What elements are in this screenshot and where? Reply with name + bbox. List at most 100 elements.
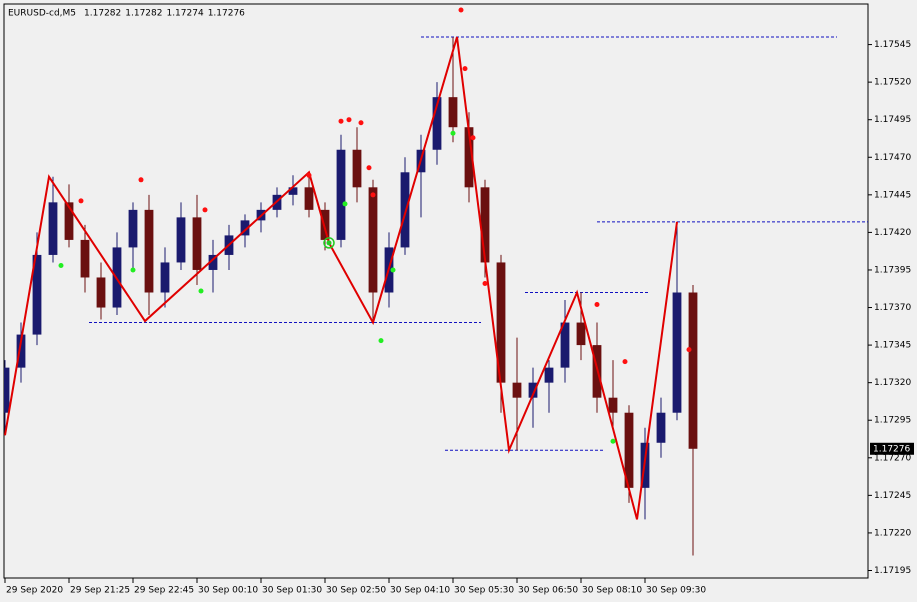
x-tick-label: 30 Sep 06:50 bbox=[518, 586, 578, 596]
y-tick-label: 1.17545 bbox=[874, 40, 911, 50]
symbol-title: EURUSD-cd,M5 bbox=[8, 9, 76, 19]
up-dots bbox=[130, 267, 136, 273]
x-tick-label: 30 Sep 09:30 bbox=[646, 586, 706, 596]
y-tick-label: 1.17370 bbox=[874, 303, 911, 313]
candle-body bbox=[688, 292, 698, 449]
candle-body bbox=[192, 217, 202, 270]
candle-body bbox=[32, 254, 42, 335]
candle-body bbox=[656, 412, 666, 443]
candle-body bbox=[368, 187, 378, 293]
plot-layer bbox=[4, 7, 868, 556]
y-tick-label: 1.17445 bbox=[874, 190, 911, 200]
down-dots bbox=[202, 207, 208, 213]
candle-body bbox=[432, 97, 442, 150]
down-dots bbox=[78, 198, 84, 204]
down-dots bbox=[138, 177, 144, 183]
down-dots bbox=[366, 165, 372, 171]
down-dots bbox=[482, 280, 488, 286]
up-dots bbox=[198, 288, 204, 294]
y-tick-label: 1.17245 bbox=[874, 491, 911, 501]
candle-body bbox=[128, 209, 138, 248]
candle-body bbox=[448, 97, 458, 128]
x-tick-label: 29 Sep 22:45 bbox=[134, 586, 194, 596]
x-tick-label: 30 Sep 04:10 bbox=[390, 586, 450, 596]
header-value: 1.17282 bbox=[125, 9, 162, 19]
y-tick-label: 1.17195 bbox=[874, 566, 911, 576]
y-tick-label: 1.17270 bbox=[874, 453, 911, 463]
candle-body bbox=[208, 254, 218, 270]
y-tick-label: 1.17220 bbox=[874, 528, 911, 538]
candle-body bbox=[160, 262, 170, 293]
header-value: 1.17274 bbox=[166, 9, 203, 19]
candle-body bbox=[64, 202, 74, 240]
x-tick-label: 30 Sep 05:30 bbox=[454, 586, 514, 596]
plot-area bbox=[3, 3, 869, 579]
candle-body bbox=[496, 262, 506, 383]
zigzag-line bbox=[4, 36, 678, 520]
candle-body bbox=[240, 220, 250, 236]
candle-body bbox=[560, 322, 570, 368]
up-dots bbox=[450, 130, 456, 136]
last-price-label: 1.17276 bbox=[873, 444, 910, 454]
candle-body bbox=[80, 239, 90, 278]
candle-body bbox=[528, 382, 538, 398]
down-dots bbox=[470, 135, 476, 141]
down-dots bbox=[358, 120, 364, 126]
x-tick-label: 29 Sep 2020 bbox=[6, 586, 63, 596]
up-dots bbox=[390, 267, 396, 273]
signal-marker-core bbox=[326, 240, 332, 246]
signal-marker bbox=[323, 237, 335, 249]
down-dots bbox=[346, 117, 352, 123]
candle-body bbox=[512, 382, 522, 398]
candle-body bbox=[96, 277, 106, 308]
candle-body bbox=[400, 172, 410, 248]
candle-body bbox=[352, 149, 362, 188]
y-tick-label: 1.17320 bbox=[874, 378, 911, 388]
y-tick-label: 1.17520 bbox=[874, 78, 911, 88]
y-tick-label: 1.17420 bbox=[874, 228, 911, 238]
y-tick-label: 1.17495 bbox=[874, 115, 911, 125]
candle-body bbox=[608, 397, 618, 413]
down-dots bbox=[594, 302, 600, 308]
up-dots bbox=[342, 201, 348, 207]
header-value: 1.17282 bbox=[84, 9, 121, 19]
up-dots bbox=[610, 438, 616, 444]
y-tick-label: 1.17345 bbox=[874, 341, 911, 351]
y-tick-label: 1.17470 bbox=[874, 153, 911, 163]
up-dots bbox=[58, 262, 64, 268]
up-dots bbox=[378, 338, 384, 344]
y-tick-label: 1.17395 bbox=[874, 265, 911, 275]
x-tick-label: 29 Sep 21:25 bbox=[70, 586, 130, 596]
down-dots bbox=[686, 347, 692, 353]
down-dots bbox=[462, 66, 468, 72]
candle-body bbox=[144, 209, 154, 293]
down-dots bbox=[306, 172, 312, 178]
y-tick-label: 1.17295 bbox=[874, 416, 911, 426]
candle-body bbox=[48, 202, 58, 255]
down-dots bbox=[622, 359, 628, 365]
x-tick-label: 30 Sep 02:50 bbox=[326, 586, 386, 596]
candle-body bbox=[320, 209, 330, 240]
header: EURUSD-cd,M5 1.17282 1.17282 1.17274 1.1727… bbox=[8, 9, 245, 19]
candle-body bbox=[576, 322, 586, 346]
candle-body bbox=[4, 367, 10, 413]
candle-body bbox=[336, 149, 346, 240]
candle-body bbox=[16, 334, 26, 368]
candle-body bbox=[624, 412, 634, 488]
x-tick-label: 30 Sep 01:30 bbox=[262, 586, 322, 596]
down-dots bbox=[338, 118, 344, 124]
candle-body bbox=[672, 292, 682, 413]
header-value: 1.17276 bbox=[208, 9, 245, 19]
candle-body bbox=[480, 187, 490, 263]
candle-body bbox=[288, 187, 298, 195]
candle-body bbox=[176, 217, 186, 263]
down-dots bbox=[370, 192, 376, 198]
candle-body bbox=[544, 367, 554, 383]
down-dots bbox=[458, 7, 464, 13]
last-price-box bbox=[870, 442, 914, 455]
x-tick-label: 30 Sep 00:10 bbox=[198, 586, 258, 596]
candle-body bbox=[464, 127, 474, 188]
candle-body bbox=[304, 187, 314, 210]
x-tick-label: 30 Sep 08:10 bbox=[582, 586, 642, 596]
